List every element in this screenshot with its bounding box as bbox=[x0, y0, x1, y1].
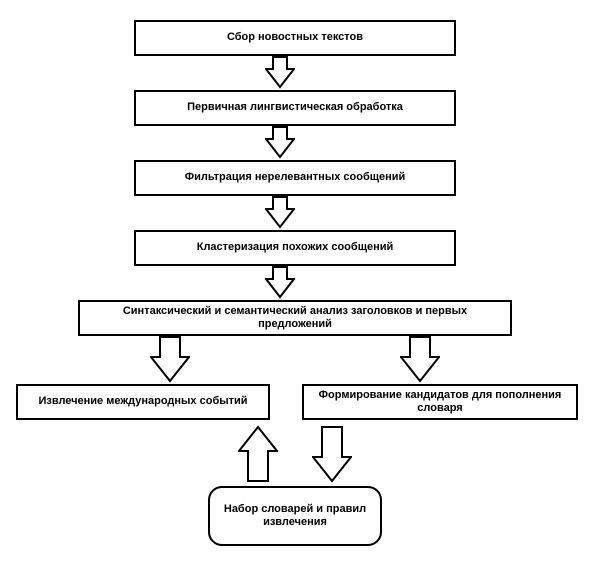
flow-node-cluster: Кластеризация похожих сообщений bbox=[134, 230, 456, 266]
flow-node-filter: Фильтрация нерелевантных сообщений bbox=[134, 160, 456, 196]
flow-node-extract: Извлечение международных событий bbox=[16, 384, 270, 420]
arrow-up-icon bbox=[238, 424, 278, 484]
arrow-down-icon bbox=[265, 56, 295, 90]
flow-node-syntax: Синтаксический и семантический анализ за… bbox=[78, 300, 512, 336]
flow-node-collect: Сбор новостных текстов bbox=[134, 20, 456, 56]
flow-node-candidates: Формирование кандидатов для пополнения с… bbox=[302, 384, 578, 420]
flow-node-dictionaries: Набор словарей и правил извлечения bbox=[208, 486, 382, 546]
arrow-down-icon bbox=[312, 424, 352, 484]
arrow-down-icon bbox=[265, 266, 295, 300]
arrow-down-icon bbox=[265, 126, 295, 160]
flow-node-preprocess: Первичная лингвистическая обработка bbox=[134, 90, 456, 126]
arrow-down-icon bbox=[150, 336, 190, 384]
arrow-down-icon bbox=[400, 336, 440, 384]
arrow-down-icon bbox=[265, 196, 295, 230]
